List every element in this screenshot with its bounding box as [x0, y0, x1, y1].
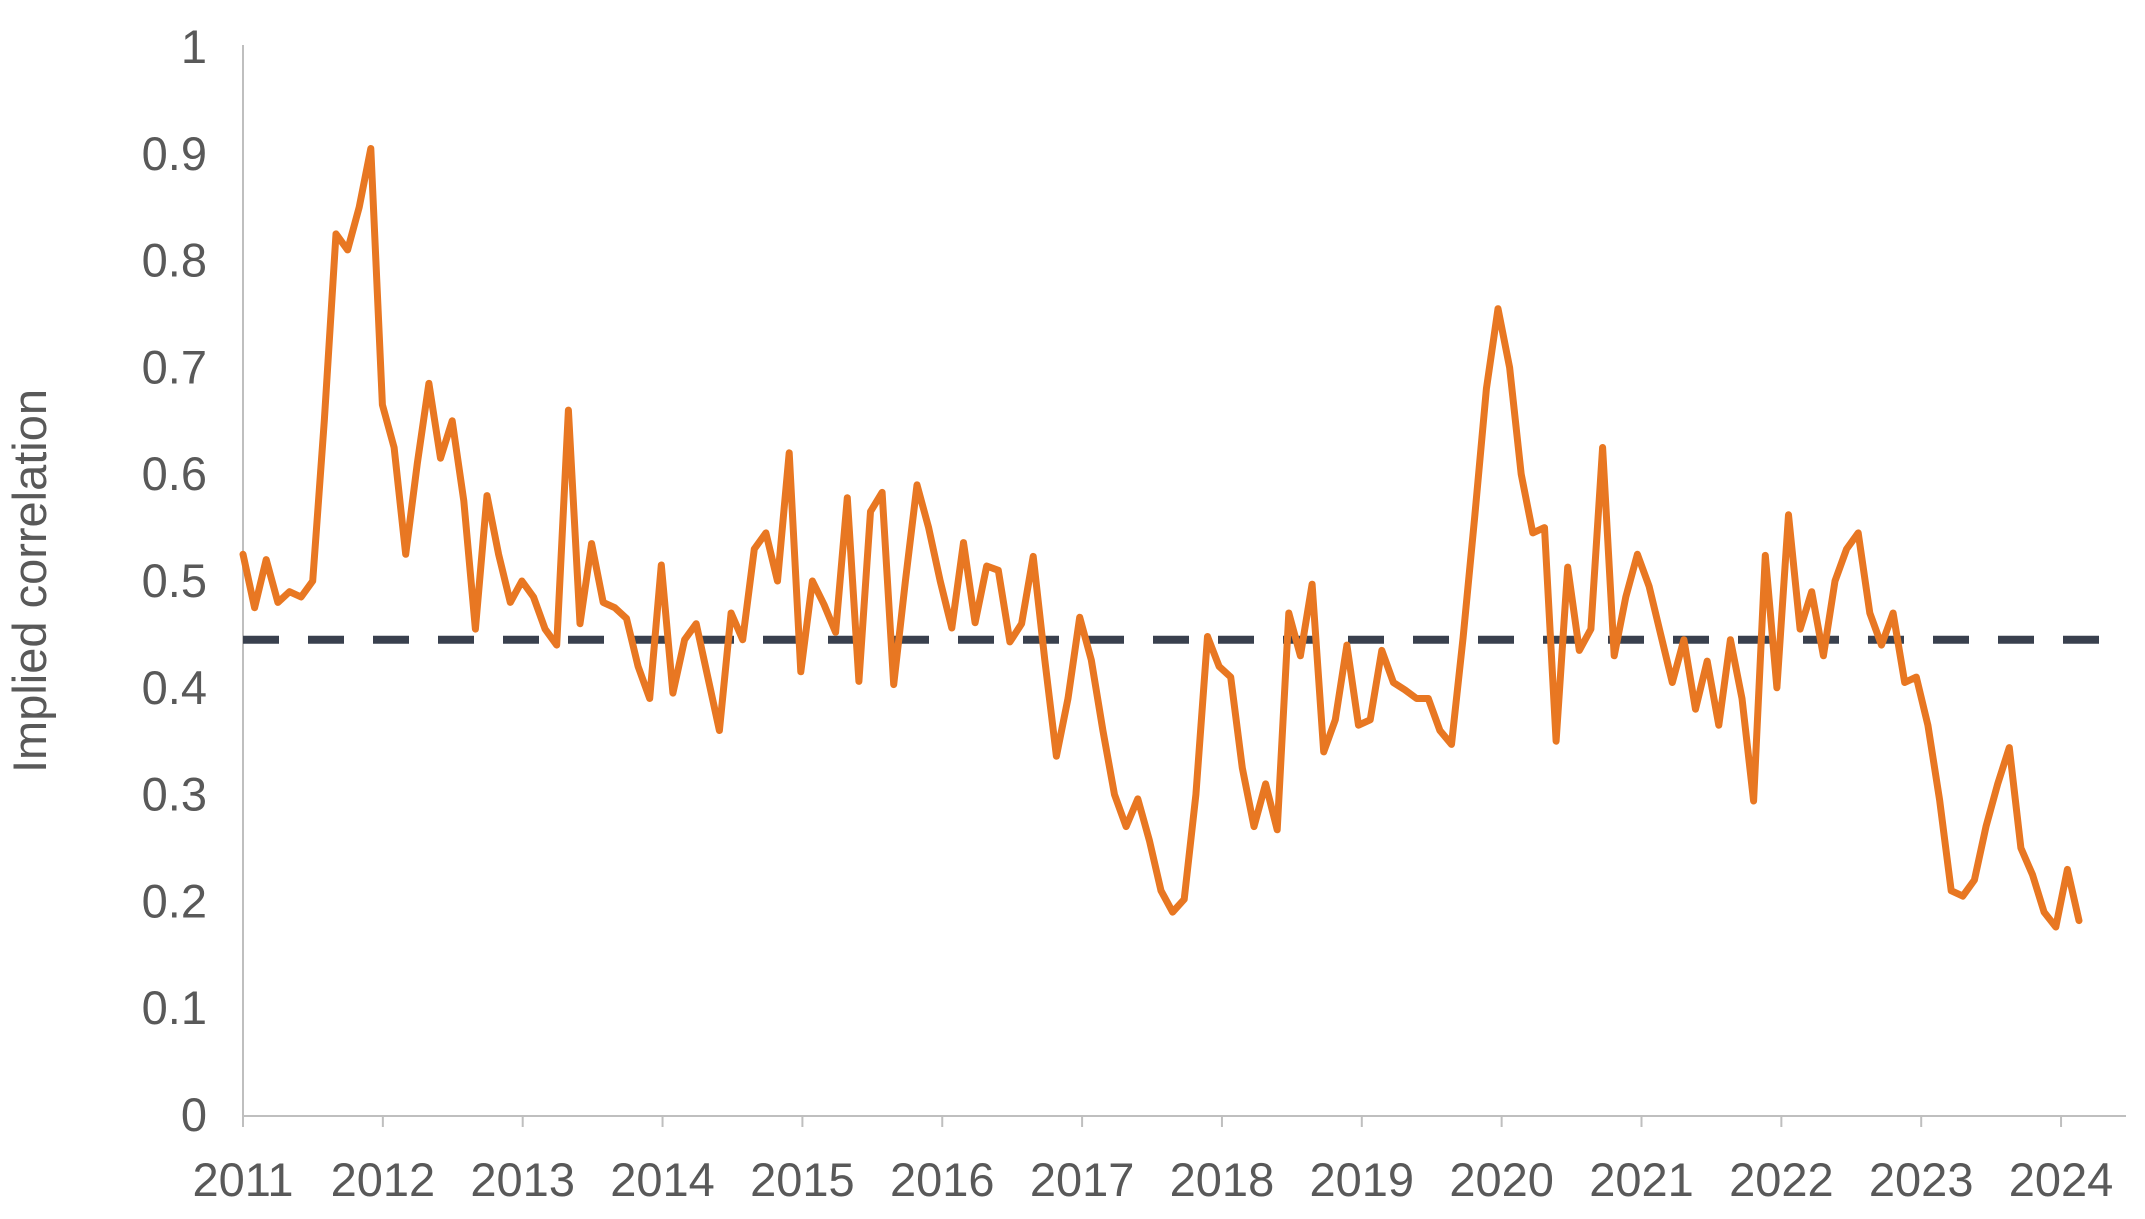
- x-tick-label: 2020: [1449, 1153, 1554, 1206]
- y-tick-label: 0: [181, 1088, 207, 1141]
- y-tick-label: 0.5: [142, 554, 207, 607]
- y-tick-label: 0.2: [142, 874, 207, 927]
- x-tick-label: 2015: [750, 1153, 855, 1206]
- y-tick-label: 0.9: [142, 127, 207, 180]
- y-tick-label: 0.1: [142, 981, 207, 1034]
- y-tick-label: 0.4: [142, 661, 207, 714]
- x-tick-label: 2011: [192, 1153, 293, 1206]
- x-tick-label: 2021: [1589, 1153, 1694, 1206]
- x-tick-label: 2024: [2009, 1153, 2114, 1206]
- x-tick-label: 2012: [331, 1153, 436, 1206]
- x-tick-label: 2016: [890, 1153, 995, 1206]
- x-tick-label: 2014: [610, 1153, 715, 1206]
- y-tick-label: 0.7: [142, 340, 207, 393]
- y-tick-label: 0.8: [142, 234, 207, 287]
- chart-generated-content: 2011 2012 2013 2014 2015 2016 2017 2018 2019 2020…: [142, 20, 2126, 1206]
- x-tick-label: 2023: [1869, 1153, 1974, 1206]
- y-tick-label: 1: [181, 20, 207, 73]
- y-tick-label: 0.6: [142, 447, 207, 500]
- x-tick-label: 2017: [1030, 1153, 1135, 1206]
- y-tick-label: 0.3: [142, 768, 207, 821]
- implied-correlation-line: [239, 145, 2083, 931]
- x-tick-label: 2018: [1170, 1153, 1275, 1206]
- y-axis-title: Implied correlation: [3, 389, 56, 773]
- x-tick-label: 2022: [1729, 1153, 1834, 1206]
- x-tick-label: 2013: [470, 1153, 575, 1206]
- x-tick-label: 2019: [1310, 1153, 1415, 1206]
